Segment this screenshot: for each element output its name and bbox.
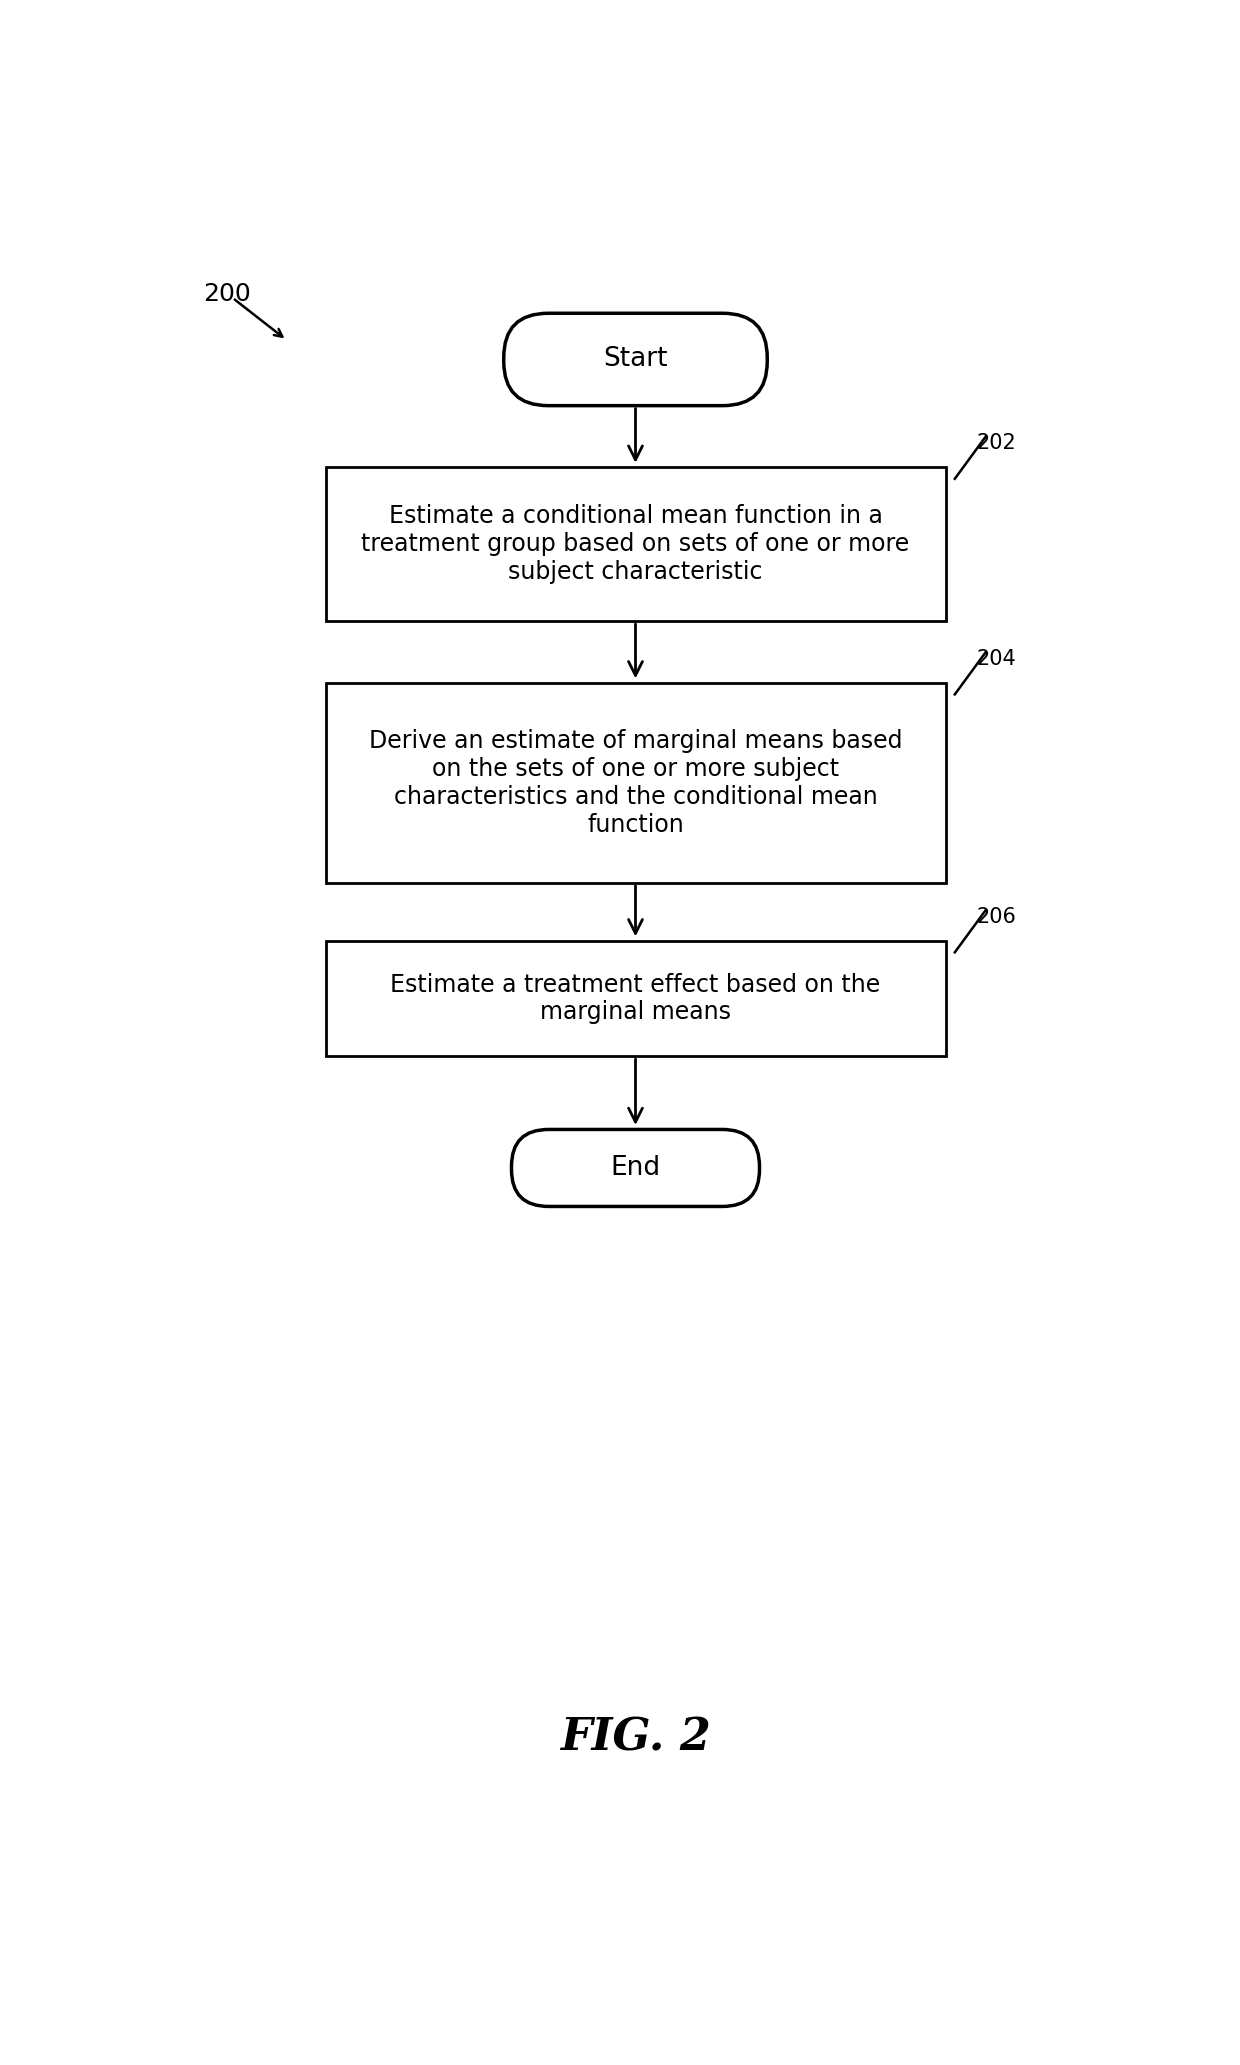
Bar [325,942,945,1057]
FancyBboxPatch shape [503,314,768,405]
Text: 202: 202 [977,434,1017,454]
Text: Derive an estimate of marginal means based
on the sets of one or more subject
ch: Derive an estimate of marginal means bas… [368,729,903,836]
Bar [325,467,945,622]
FancyBboxPatch shape [511,1130,759,1206]
Text: End: End [610,1154,661,1181]
Text: 204: 204 [977,648,1017,669]
Text: FIG. 2: FIG. 2 [560,1716,711,1759]
Text: Estimate a conditional mean function in a
treatment group based on sets of one o: Estimate a conditional mean function in … [361,504,910,584]
Text: 200: 200 [203,283,250,306]
Text: Start: Start [603,347,668,372]
Bar [325,684,945,884]
Text: Estimate a treatment effect based on the
marginal means: Estimate a treatment effect based on the… [391,973,880,1024]
Text: 206: 206 [977,907,1017,927]
